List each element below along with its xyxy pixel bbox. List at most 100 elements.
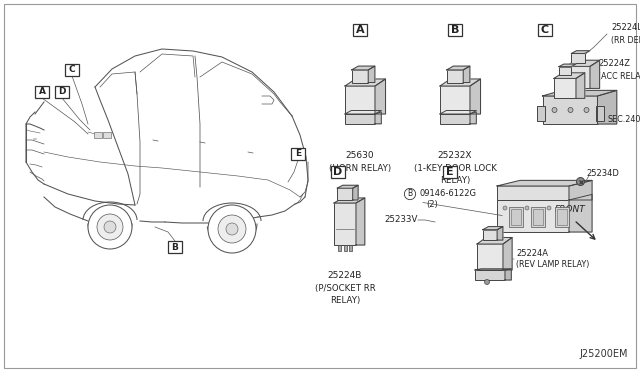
- Text: (2): (2): [426, 201, 438, 209]
- Text: D: D: [333, 167, 342, 177]
- Bar: [94, 132, 102, 138]
- Circle shape: [552, 108, 557, 112]
- Polygon shape: [569, 180, 592, 200]
- Circle shape: [226, 223, 238, 235]
- Polygon shape: [497, 227, 503, 240]
- Bar: [344, 245, 347, 251]
- Bar: [338, 245, 341, 251]
- Text: B: B: [451, 25, 459, 35]
- Text: A: A: [38, 87, 45, 96]
- Polygon shape: [470, 112, 476, 124]
- Circle shape: [484, 279, 490, 285]
- Bar: [440, 86, 470, 114]
- Polygon shape: [368, 66, 375, 83]
- Bar: [337, 188, 353, 200]
- Polygon shape: [440, 79, 481, 86]
- Bar: [475, 270, 505, 280]
- Circle shape: [503, 206, 507, 210]
- Text: 25224L: 25224L: [611, 23, 640, 32]
- Bar: [533, 209, 543, 225]
- Text: B: B: [408, 189, 413, 199]
- Bar: [334, 203, 356, 245]
- Polygon shape: [353, 185, 358, 200]
- Text: 25630: 25630: [346, 151, 374, 160]
- Bar: [566, 66, 590, 89]
- Bar: [168, 241, 182, 253]
- Polygon shape: [590, 60, 600, 89]
- Polygon shape: [483, 227, 503, 230]
- Polygon shape: [576, 73, 585, 99]
- Text: B: B: [172, 243, 179, 251]
- Text: 09146-6122G: 09146-6122G: [420, 189, 477, 199]
- Bar: [554, 78, 576, 99]
- Bar: [447, 70, 463, 83]
- Circle shape: [218, 215, 246, 243]
- Polygon shape: [559, 64, 576, 67]
- Polygon shape: [543, 90, 617, 96]
- Polygon shape: [503, 237, 512, 270]
- Circle shape: [208, 205, 256, 253]
- Text: C: C: [68, 65, 76, 74]
- Polygon shape: [440, 110, 476, 114]
- Circle shape: [525, 206, 529, 210]
- Bar: [35, 86, 49, 98]
- Text: 25234D: 25234D: [586, 169, 620, 178]
- Bar: [345, 114, 375, 124]
- Text: (ACC RELAY): (ACC RELAY): [598, 71, 640, 80]
- Polygon shape: [334, 198, 365, 203]
- Polygon shape: [337, 185, 358, 188]
- Bar: [448, 24, 462, 36]
- Bar: [103, 132, 111, 138]
- Bar: [536, 106, 545, 121]
- Text: 25224B: 25224B: [328, 272, 362, 280]
- Polygon shape: [598, 90, 617, 124]
- Text: C: C: [541, 25, 549, 35]
- Polygon shape: [572, 51, 590, 54]
- Bar: [291, 148, 305, 160]
- Bar: [483, 230, 497, 240]
- Polygon shape: [345, 110, 381, 114]
- Bar: [345, 86, 375, 114]
- Polygon shape: [447, 66, 470, 70]
- Polygon shape: [566, 60, 600, 66]
- Bar: [509, 207, 523, 227]
- Bar: [65, 64, 79, 76]
- Polygon shape: [463, 66, 470, 83]
- Bar: [349, 245, 352, 251]
- Circle shape: [97, 214, 123, 240]
- Text: RELAY): RELAY): [440, 176, 470, 185]
- Text: 25233V: 25233V: [385, 215, 418, 224]
- Bar: [352, 70, 368, 83]
- Polygon shape: [569, 195, 592, 232]
- Text: RELAY): RELAY): [330, 295, 360, 305]
- Circle shape: [577, 177, 584, 186]
- Text: 25224Z: 25224Z: [598, 60, 630, 68]
- Text: E: E: [446, 167, 454, 177]
- Bar: [543, 96, 598, 124]
- Polygon shape: [345, 79, 385, 86]
- Bar: [497, 200, 569, 232]
- Bar: [595, 106, 604, 121]
- Polygon shape: [470, 79, 481, 114]
- Text: FRONT: FRONT: [555, 205, 586, 214]
- Bar: [331, 166, 345, 178]
- Bar: [555, 207, 569, 227]
- Bar: [559, 67, 571, 75]
- Circle shape: [568, 108, 573, 112]
- Text: (REV LAMP RELAY): (REV LAMP RELAY): [516, 260, 589, 269]
- Bar: [477, 244, 503, 270]
- Text: A: A: [356, 25, 364, 35]
- Polygon shape: [352, 66, 375, 70]
- Bar: [443, 166, 457, 178]
- Text: D: D: [58, 87, 66, 96]
- Bar: [497, 186, 569, 200]
- Polygon shape: [475, 269, 511, 270]
- Text: (RR DEF RELAY): (RR DEF RELAY): [611, 35, 640, 45]
- Circle shape: [584, 108, 589, 112]
- Text: 25224A: 25224A: [516, 250, 548, 259]
- Text: (HORN RELAY): (HORN RELAY): [329, 164, 391, 173]
- Text: 25232X: 25232X: [438, 151, 472, 160]
- Polygon shape: [477, 237, 512, 244]
- Polygon shape: [375, 112, 381, 124]
- Bar: [531, 207, 545, 227]
